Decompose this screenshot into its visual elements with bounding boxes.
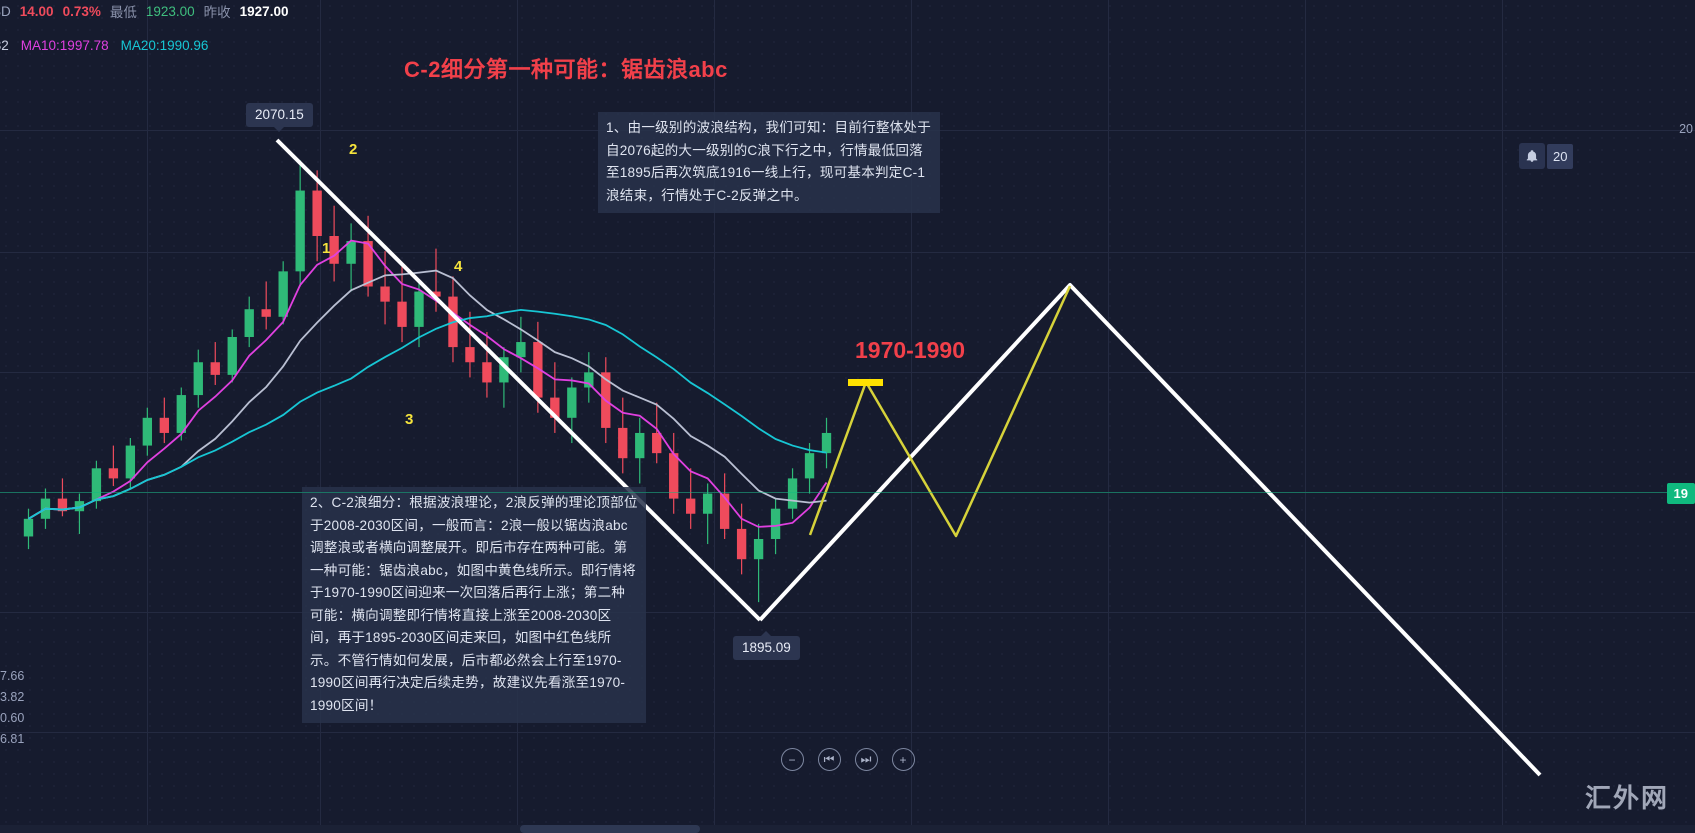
gridline-v [1108,0,1109,833]
current-price-line [0,492,1695,493]
wave-label-3: 3 [405,411,414,428]
quote-change: 14.00 [19,3,54,19]
price-alert-chip[interactable]: 20 [1519,143,1574,169]
wave-label-4: 4 [454,258,463,275]
target-range-label: 1970-1990 [855,337,965,363]
axis-right-tick: 20 [1679,122,1693,136]
step-back-button[interactable]: ⏮ [817,748,841,771]
axis-left-tick: 6.81 [0,732,25,746]
swing-low-label: 1895.09 [733,631,800,660]
site-watermark: 汇外网 [1584,783,1669,813]
zoom-in-button[interactable]: + [891,748,915,771]
zoom-out-button[interactable]: − [780,748,804,771]
axis-left-tick: 7.66 [0,669,25,683]
quote-low-value: 1923.00 [145,3,195,19]
quote-change-pct: 0.73% [62,3,101,19]
wave-label-2: 2 [349,141,358,158]
ma-price-value: .32 [0,38,9,53]
scrollbar-thumb[interactable] [520,825,700,833]
swing-high-label: 2070.15 [246,103,313,132]
quote-bar: SD 14.00 0.73% 最低 1923.00 昨收 1927.00 [0,0,1695,22]
gridline-v [1305,0,1306,833]
ma-legend-row: .32 MA10:1997.78 MA20:1990.96 [0,38,220,53]
gridline-v [1502,0,1503,833]
horizontal-scrollbar[interactable] [0,825,1695,833]
target-range-bar [848,379,883,386]
gridline-h [0,612,1695,613]
alert-price-value: 20 [1547,143,1574,169]
bell-icon[interactable] [1519,143,1545,169]
playback-controls[interactable]: − ⏮ ⏭ + [780,748,915,771]
quote-prev-value: 1927.00 [239,3,289,19]
step-forward-button[interactable]: ⏭ [854,748,878,771]
gridline-h [0,372,1695,373]
quote-low-label: 最低 [109,5,137,20]
analysis-note-1: 1、由一级别的波浪结构，我们可知：目前行整体处于自2076起的大一级别的C浪下行… [598,112,940,213]
quote-prev-label: 昨收 [203,5,231,20]
axis-left-tick: 3.82 [0,690,25,704]
gridline-h [0,252,1695,253]
chart-title: C-2细分第一种可能：锯齿浪abc [404,57,728,82]
analysis-note-2: 2、C-2浪细分：根据波浪理论，2浪反弹的理论顶部位于2008-2030区间，一… [302,487,646,723]
axis-left-tick: 0.60 [0,711,25,725]
current-price-tag: 19 [1666,483,1695,504]
wave-label-1: 1 [322,240,331,257]
gridline-h [0,732,1695,733]
ma10-legend: MA10:1997.78 [20,38,109,53]
ma20-legend: MA20:1990.96 [120,38,209,53]
quote-symbol: SD [0,3,11,19]
gridline-v [147,0,148,833]
